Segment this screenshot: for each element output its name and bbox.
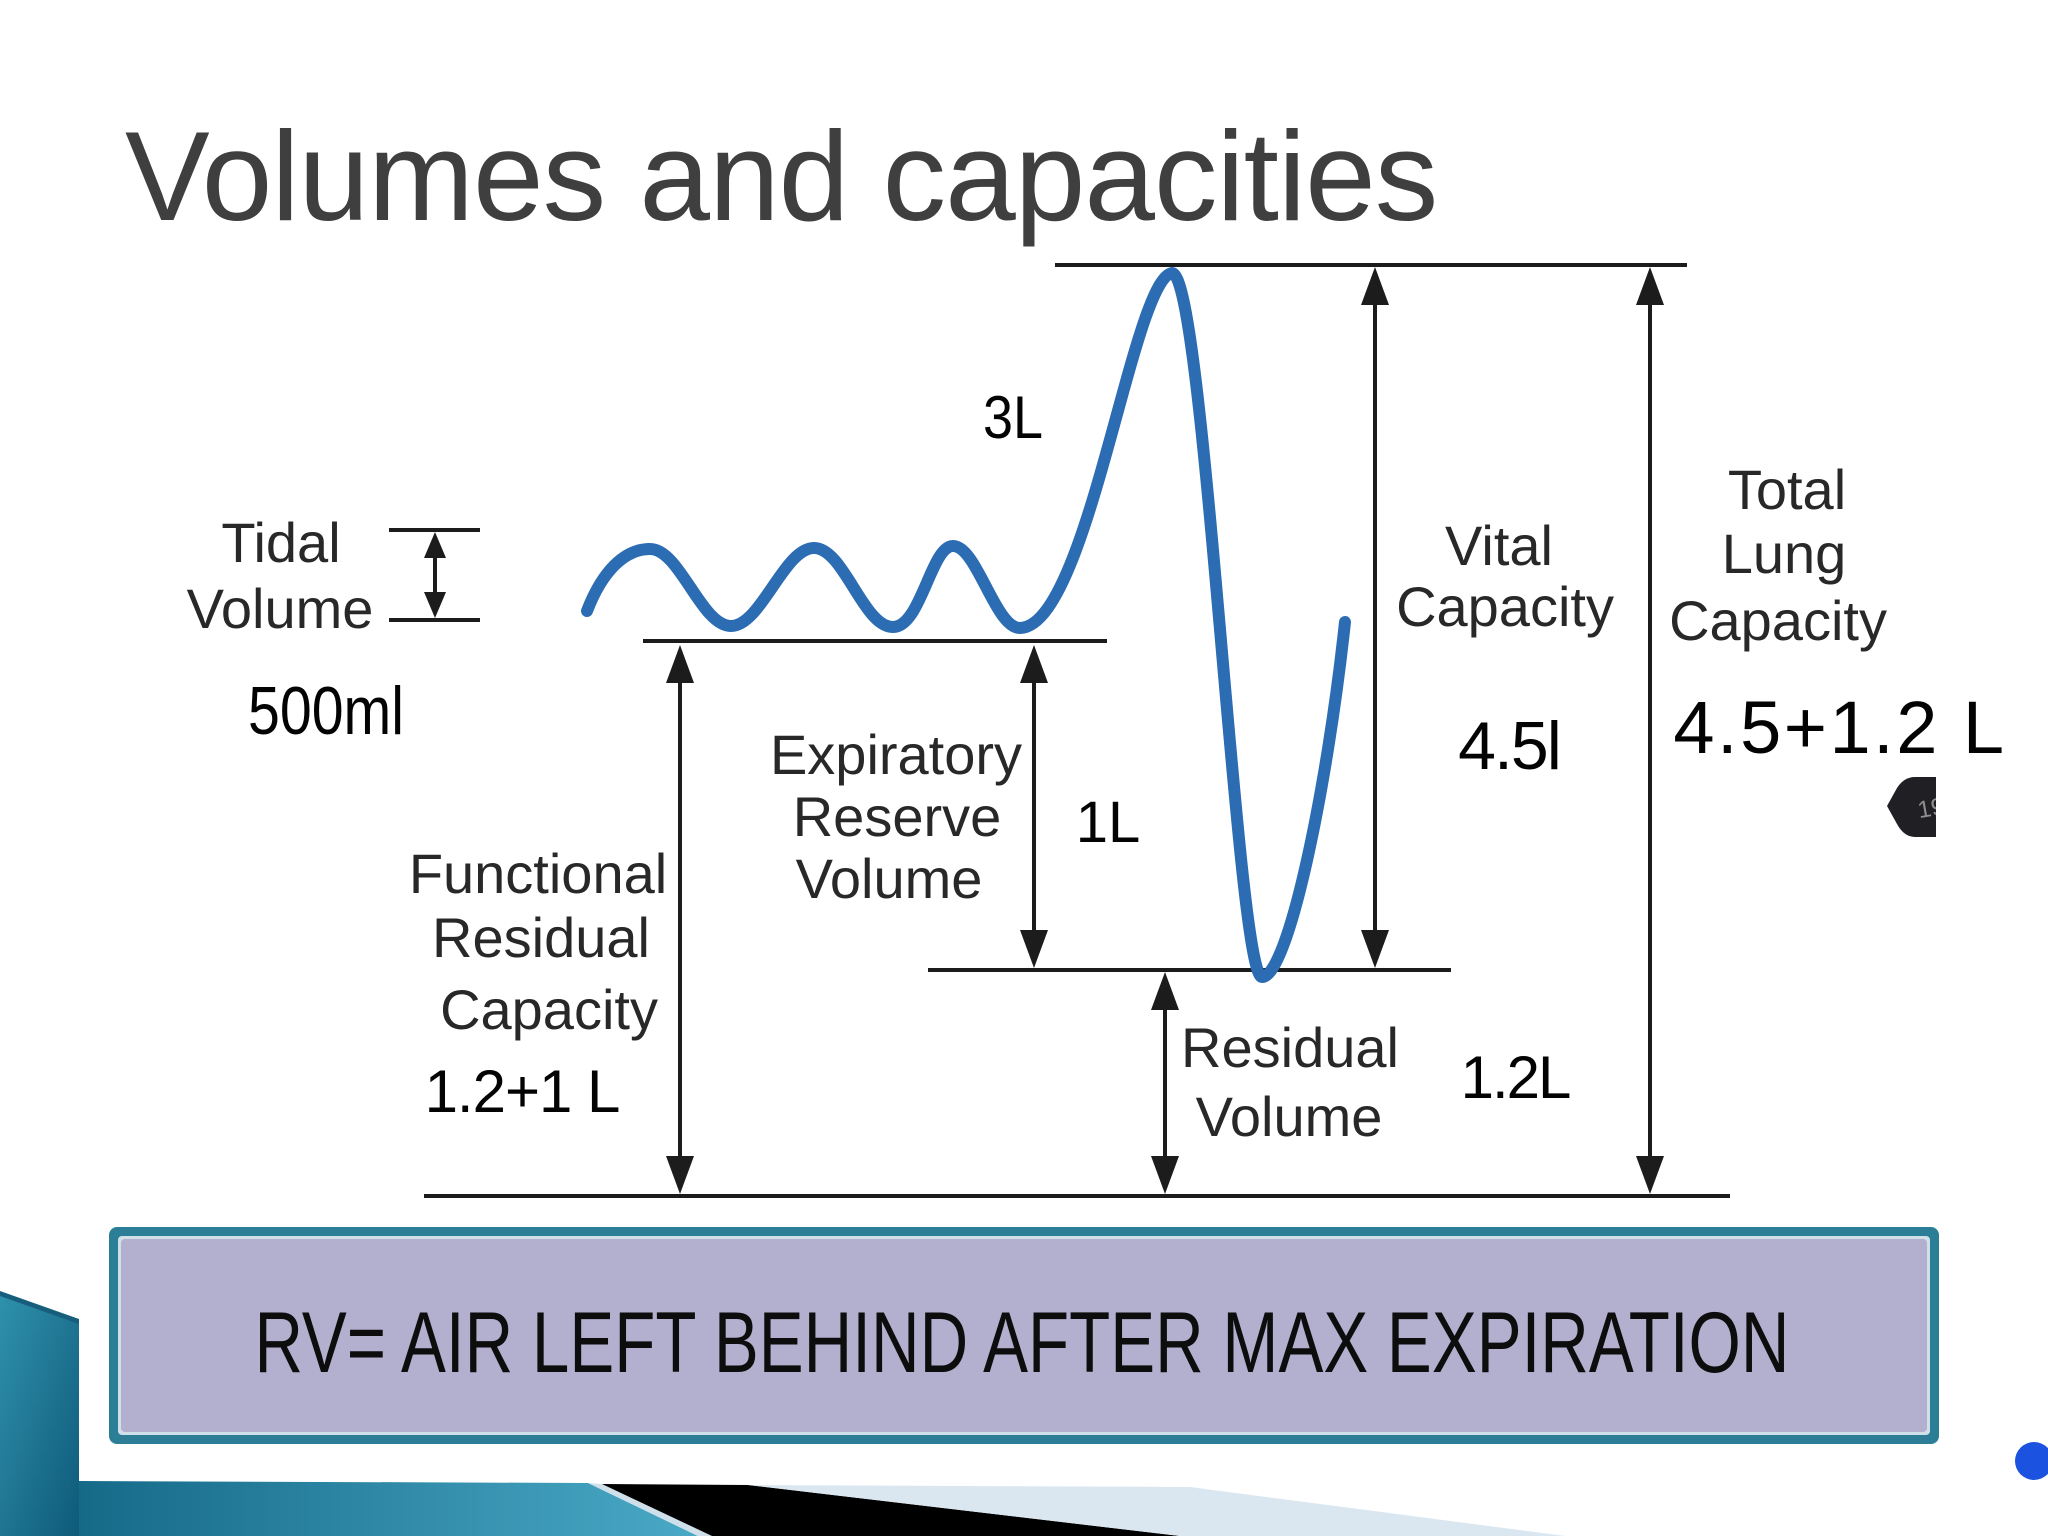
svg-text:4.5+1.2 L: 4.5+1.2 L (1673, 686, 2006, 769)
svg-text:Volume: Volume (1196, 1085, 1383, 1148)
svg-text:Functional: Functional (409, 842, 667, 905)
svg-text:Capacity: Capacity (440, 978, 658, 1041)
svg-text:Volumes and capacities: Volumes and capacities (125, 105, 1437, 247)
svg-text:Volume: Volume (187, 577, 374, 640)
svg-text:Residual: Residual (432, 906, 650, 969)
svg-text:Vital: Vital (1445, 514, 1553, 577)
svg-text:4.5l: 4.5l (1458, 708, 1560, 784)
svg-text:Capacity: Capacity (1396, 575, 1614, 638)
svg-text:Reserve: Reserve (793, 785, 1002, 848)
svg-text:Total: Total (1728, 458, 1846, 521)
svg-text:Volume: Volume (796, 847, 983, 910)
svg-text:1.2L: 1.2L (1461, 1044, 1570, 1111)
svg-text:Expiratory: Expiratory (770, 723, 1022, 786)
svg-text:Tidal: Tidal (221, 511, 340, 574)
svg-text:Residual: Residual (1181, 1016, 1399, 1079)
svg-text:19: 19 (1916, 793, 1947, 824)
svg-text:Lung: Lung (1722, 522, 1847, 585)
svg-text:1L: 1L (1076, 790, 1141, 855)
svg-text:1.2+1 L: 1.2+1 L (425, 1058, 620, 1125)
svg-text:3L: 3L (983, 384, 1043, 451)
svg-text:500ml: 500ml (248, 673, 404, 749)
svg-text:Capacity: Capacity (1669, 589, 1887, 652)
svg-text:RV= AIR LEFT BEHIND AFTER MAX: RV= AIR LEFT BEHIND AFTER MAX EXPIRATION (255, 1295, 1790, 1391)
